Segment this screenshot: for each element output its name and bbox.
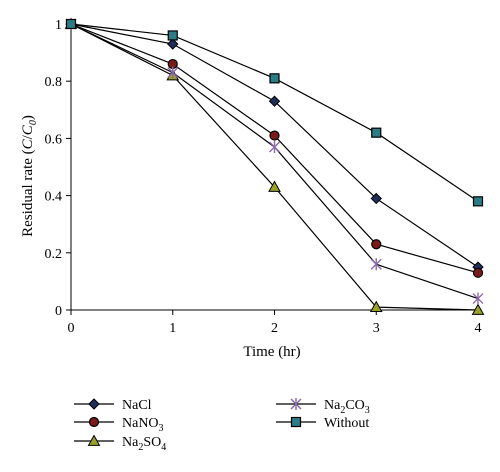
data-point-na2so4 (369, 300, 383, 313)
legend-marker-nacl (88, 398, 100, 410)
series-layer (64, 17, 485, 315)
data-point-without (65, 18, 77, 30)
series-line-na2so4 (70, 23, 479, 311)
data-point-without (371, 127, 382, 138)
data-point-na2co3 (472, 292, 484, 305)
y-tick-label: 0 (55, 304, 62, 319)
y-axis-label: Residual rate (C/C0) (20, 115, 39, 237)
data-point-na2co3 (370, 258, 382, 271)
y-axis-label-c0: C (20, 124, 36, 135)
data-point-without (269, 73, 280, 84)
data-point-nano3 (371, 239, 382, 250)
legend-label-nano3: NaNO3 (122, 416, 164, 434)
y-axis-label-slash: / (20, 134, 36, 139)
legend-label-na2so4: Na2SO4 (122, 435, 166, 453)
legend-label-nacl: NaCl (122, 398, 152, 413)
legend-marker-nano3 (88, 416, 100, 428)
legend-item-nacl: NaCl (74, 398, 152, 413)
data-point-na2so4 (471, 303, 485, 315)
axes (70, 22, 478, 311)
legend-item-without: Without (276, 416, 369, 431)
data-point-nano3 (269, 130, 280, 141)
series-na2so4 (64, 17, 485, 315)
data-point-na2co3 (167, 66, 179, 79)
data-point-nacl (370, 192, 382, 205)
x-axis-label: Time (hr) (243, 344, 300, 360)
y-tick-label: 0.2 (45, 247, 63, 262)
data-point-without (472, 196, 484, 207)
y-axis-label-c0-sub: 0 (28, 120, 39, 125)
data-point-nacl (167, 38, 179, 50)
y-axis-label-c: C (20, 138, 36, 149)
series-line-na2co3 (70, 23, 479, 300)
x-tick-label: 3 (373, 321, 380, 336)
x-tick-label: 2 (271, 321, 278, 336)
x-tick-label: 0 (68, 321, 75, 336)
y-tick-label: 0.6 (45, 132, 63, 147)
legend-marker-without (290, 416, 302, 428)
series-without (65, 18, 484, 207)
legend-label-na2co3: Na2CO3 (324, 398, 370, 416)
y-tick-label: 1 (55, 18, 62, 33)
data-point-nano3 (472, 267, 484, 278)
data-point-na2co3 (269, 140, 280, 153)
series-line-without (70, 23, 479, 202)
x-tick-label: 4 (475, 321, 482, 336)
legend-item-na2so4: Na2SO4 (74, 434, 166, 453)
legend-item-nano3: NaNO3 (74, 416, 164, 434)
x-tick-label: 1 (169, 321, 176, 336)
series-na2co3 (65, 18, 484, 305)
data-point-without (167, 30, 178, 41)
y-axis-label-prefix: Residual rate ( (20, 149, 36, 236)
y-tick-label: 0.8 (45, 75, 63, 90)
y-axis-label-suffix: ) (20, 115, 36, 120)
legend-marker-na2co3 (290, 398, 302, 410)
legend-label-without: Without (324, 416, 369, 431)
y-tick-label: 0.4 (45, 190, 63, 205)
legend-item-na2co3: Na2CO3 (276, 398, 370, 416)
data-point-na2so4 (268, 180, 281, 192)
legend-marker-na2so4 (87, 434, 101, 446)
data-point-nacl (268, 95, 281, 107)
ticks: 0 0.2 0.4 0.6 0.8 1 0 1 2 3 4 (45, 18, 482, 336)
